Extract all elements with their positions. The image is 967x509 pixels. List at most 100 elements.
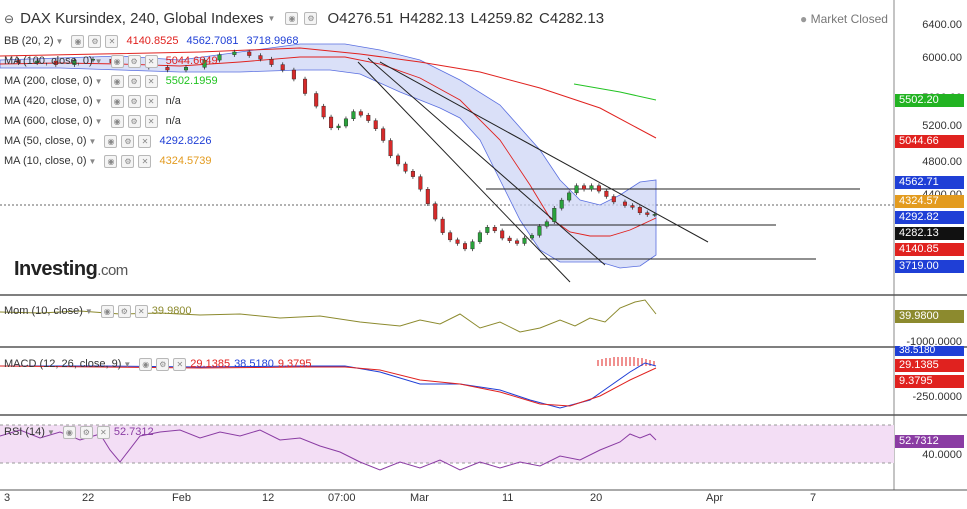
bb-middle-line — [0, 56, 657, 237]
title-dropdown-icon[interactable]: ▼ — [267, 14, 276, 23]
indicator-close-icon[interactable]: ✕ — [144, 74, 158, 88]
indicator-value: 3718.9968 — [246, 35, 299, 47]
indicator-value: 4140.8525 — [126, 35, 179, 47]
candle-body — [351, 111, 356, 119]
indicator-visibility-icon[interactable]: ◉ — [110, 94, 124, 108]
indicator-visibility-icon[interactable]: ◉ — [110, 114, 124, 128]
bollinger-fill — [0, 43, 657, 269]
price-tick-label: 4800.00 — [922, 156, 962, 168]
candle-body — [500, 230, 505, 239]
indicator-close-icon[interactable]: ✕ — [138, 134, 152, 148]
candle-body — [522, 237, 527, 244]
indicator-settings-icon[interactable]: ⚙ — [127, 54, 141, 68]
indicator-settings-icon[interactable]: ⚙ — [121, 134, 135, 148]
indicator-close-icon[interactable]: ✕ — [138, 154, 152, 168]
indicator-visibility-icon[interactable]: ◉ — [104, 134, 118, 148]
candle-body — [433, 203, 438, 220]
indicator-dropdown-icon[interactable]: ▼ — [88, 136, 97, 146]
candle-body — [35, 60, 40, 63]
indicator-row: MA (10, close, 0) ▼ ◉ ⚙ ✕ 4324.5739 — [4, 152, 211, 170]
price-box: 4324.57 — [895, 195, 964, 208]
macd-visibility-icon[interactable]: ◉ — [139, 357, 153, 371]
ohlc-low: L4259.82 — [470, 10, 534, 27]
ohlc-open: O4276.51 — [327, 10, 394, 27]
candle-body — [596, 185, 601, 192]
indicator-settings-icon[interactable]: ⚙ — [127, 74, 141, 88]
mom-settings-icon[interactable]: ⚙ — [117, 304, 131, 318]
header-visibility-icon[interactable]: ◉ — [285, 12, 299, 25]
mom-visibility-icon[interactable]: ◉ — [100, 304, 114, 318]
rsi-axis-box: 52.7312 — [895, 435, 964, 448]
rsi-visibility-icon[interactable]: ◉ — [62, 425, 76, 439]
header-settings-icon[interactable]: ⚙ — [304, 12, 318, 25]
indicator-settings-icon[interactable]: ⚙ — [127, 114, 141, 128]
macd-value-1: 29.1385 — [190, 358, 231, 370]
price-tick-label: 6400.00 — [922, 19, 962, 31]
indicator-dropdown-icon[interactable]: ▼ — [94, 56, 103, 66]
indicator-settings-icon[interactable]: ⚙ — [88, 34, 102, 48]
candle-body — [258, 55, 263, 60]
macd-dropdown-icon[interactable]: ▼ — [123, 359, 132, 369]
rsi-close-icon[interactable]: ✕ — [96, 425, 110, 439]
candle-body — [507, 237, 512, 241]
indicator-dropdown-icon[interactable]: ▼ — [94, 76, 103, 86]
indicator-dropdown-icon[interactable]: ▼ — [94, 96, 103, 106]
indicator-dropdown-icon[interactable]: ▼ — [88, 156, 97, 166]
trendline-2 — [367, 57, 606, 266]
time-tick-label: 20 — [590, 492, 603, 504]
indicator-label: MA (100, close, 0) — [4, 55, 93, 67]
indicator-dropdown-icon[interactable]: ▼ — [94, 116, 103, 126]
price-box: 4282.13 — [895, 227, 964, 240]
candle-body — [440, 218, 445, 233]
chart-header: ⊖ DAX Kursindex, 240, Global Indexes ▼ ◉… — [4, 10, 604, 27]
candle-body — [552, 208, 557, 222]
indicator-close-icon[interactable]: ✕ — [144, 114, 158, 128]
macd-settings-icon[interactable]: ⚙ — [156, 357, 170, 371]
macd-signal-line — [0, 365, 657, 407]
trendline-1 — [357, 61, 571, 283]
indicator-visibility-icon[interactable]: ◉ — [104, 154, 118, 168]
investing-logo: Investing.com — [14, 258, 128, 280]
candle-body — [630, 205, 635, 208]
collapse-icon[interactable]: ⊖ — [4, 11, 15, 26]
mom-legend: Mom (10, close) ▼ ◉ ⚙ ✕ 39.9800 — [4, 304, 192, 318]
candle-body — [463, 243, 468, 250]
candle-body — [544, 221, 549, 227]
time-tick-label: 22 — [82, 492, 95, 504]
indicator-close-icon[interactable]: ✕ — [105, 34, 119, 48]
indicator-visibility-icon[interactable]: ◉ — [110, 54, 124, 68]
indicator-visibility-icon[interactable]: ◉ — [71, 34, 85, 48]
candle-body — [202, 59, 207, 68]
rsi-settings-icon[interactable]: ⚙ — [79, 425, 93, 439]
mom-value: 39.9800 — [151, 305, 192, 317]
macd-axis-tick: -250.0000 — [912, 391, 962, 403]
mom-dropdown-icon[interactable]: ▼ — [84, 306, 93, 316]
candle-body — [515, 240, 520, 244]
indicator-row: MA (200, close, 0) ▼ ◉ ⚙ ✕ 5502.1959 — [4, 72, 218, 90]
candle-body — [492, 227, 497, 232]
candle-body — [485, 227, 490, 233]
indicator-visibility-icon[interactable]: ◉ — [110, 74, 124, 88]
price-box: 4562.71 — [895, 176, 964, 189]
indicator-value: 5502.1959 — [165, 75, 218, 87]
indicator-value: 5044.6649 — [165, 55, 218, 67]
candle-body — [567, 192, 572, 201]
indicator-settings-icon[interactable]: ⚙ — [127, 94, 141, 108]
candle-body — [574, 185, 579, 194]
candle-body — [16, 59, 21, 63]
indicator-close-icon[interactable]: ✕ — [144, 94, 158, 108]
macd-histogram — [597, 357, 655, 366]
price-box: 5502.20 — [895, 94, 964, 107]
indicator-close-icon[interactable]: ✕ — [144, 54, 158, 68]
rsi-dropdown-icon[interactable]: ▼ — [46, 427, 55, 437]
mom-close-icon[interactable]: ✕ — [134, 304, 148, 318]
candle-body — [425, 189, 430, 204]
macd-close-icon[interactable]: ✕ — [173, 357, 187, 371]
rsi-line — [0, 429, 657, 471]
indicator-dropdown-icon[interactable]: ▼ — [55, 36, 64, 46]
indicator-settings-icon[interactable]: ⚙ — [121, 154, 135, 168]
time-tick-label: Feb — [172, 492, 191, 504]
candle-body — [358, 111, 363, 116]
chart-title: DAX Kursindex, 240, Global Indexes — [20, 10, 264, 27]
